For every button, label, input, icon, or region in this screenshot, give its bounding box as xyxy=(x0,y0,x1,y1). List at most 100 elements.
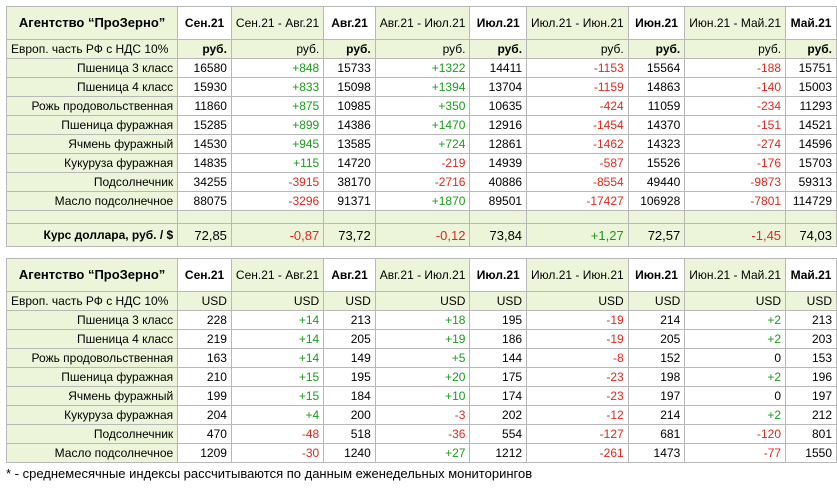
price-cell: 175 xyxy=(469,367,528,387)
commodity-label: Пшеница 3 класс xyxy=(5,58,179,78)
unit-cell: руб. xyxy=(323,39,376,59)
price-cell: 204 xyxy=(177,405,232,425)
price-cell: 59313 xyxy=(785,172,837,192)
change-cell: +2 xyxy=(684,367,787,387)
price-cell: 470 xyxy=(177,424,232,444)
diff-header: Июн.21 - Май.21 xyxy=(684,6,787,40)
price-cell: 11860 xyxy=(177,96,232,116)
month-header: Июл.21 xyxy=(469,258,528,292)
price-cell: 114729 xyxy=(785,191,837,211)
change-cell: -587 xyxy=(526,153,629,173)
change-cell: -234 xyxy=(684,96,787,116)
commodity-label: Пшеница 3 класс xyxy=(5,310,179,330)
change-cell: +1870 xyxy=(374,191,471,211)
price-cell: 1240 xyxy=(323,443,376,463)
price-cell: 681 xyxy=(627,424,686,444)
change-cell: +4 xyxy=(230,405,325,425)
table-row: Пшеница 4 класс 15930 +833 15098 +1394 13704-… xyxy=(5,77,837,97)
change-cell: -1153 xyxy=(526,58,629,78)
unit-cell: руб. xyxy=(469,39,528,59)
spacer-cell xyxy=(323,210,376,224)
month-header: Июн.21 xyxy=(627,258,686,292)
price-cell: 195 xyxy=(469,310,528,330)
diff-header: Сен.21 - Авг.21 xyxy=(230,258,325,292)
price-cell: 195 xyxy=(323,367,376,387)
price-cell: 106928 xyxy=(627,191,686,211)
commodity-label: Пшеница 4 класс xyxy=(5,329,179,349)
price-cell: 15751 xyxy=(785,58,837,78)
price-cell: 38170 xyxy=(323,172,376,192)
change-cell: -151 xyxy=(684,115,787,135)
change-cell: -1159 xyxy=(526,77,629,97)
rub-price-table: Агентство “ПроЗерно” Сен.21 Сен.21 - Авг.2… xyxy=(5,6,837,247)
price-cell: 174 xyxy=(469,386,528,406)
month-header: Авг.21 xyxy=(323,258,376,292)
change-cell: -77 xyxy=(684,443,787,463)
price-cell: 199 xyxy=(177,386,232,406)
usd-price-table: Агентство “ПроЗерно” Сен.21 Сен.21 - Авг.2… xyxy=(5,258,837,463)
change-cell: -1462 xyxy=(526,134,629,154)
price-cell: 1209 xyxy=(177,443,232,463)
price-cell: 210 xyxy=(177,367,232,387)
rate-change-cell: -0,87 xyxy=(230,223,325,247)
price-cell: 11059 xyxy=(627,96,686,116)
table-row: Подсолнечник 470 -48 518 -36 554 -127 681 -120 80… xyxy=(5,424,837,444)
price-cell: 15564 xyxy=(627,58,686,78)
region-label: Европ. часть РФ с НДС 10% xyxy=(5,39,179,59)
change-cell: -127 xyxy=(526,424,629,444)
change-cell: +724 xyxy=(374,134,471,154)
unit-cell: руб. xyxy=(177,39,232,59)
change-cell: +350 xyxy=(374,96,471,116)
price-cell: 205 xyxy=(627,329,686,349)
price-cell: 14530 xyxy=(177,134,232,154)
change-cell: -7801 xyxy=(684,191,787,211)
month-header: Май.21 xyxy=(785,6,837,40)
units-row: Европ. часть РФ с НДС 10% USD USD USD USD USD… xyxy=(5,291,837,311)
table-row: Пшеница 3 класс 228 +14 213 +18 195 -19 214 +2 21… xyxy=(5,310,837,330)
price-cell: 14596 xyxy=(785,134,837,154)
spacer-cell xyxy=(177,210,232,224)
unit-cell: USD xyxy=(684,291,787,311)
change-cell: +2 xyxy=(684,329,787,349)
price-cell: 14835 xyxy=(177,153,232,173)
diff-header: Июл.21 - Июн.21 xyxy=(526,258,629,292)
table-row: Масло подсолнечное 1209 -30 1240 +27 1212 -261… xyxy=(5,443,837,463)
change-cell: +1470 xyxy=(374,115,471,135)
table-row: Ячмень фуражный 14530 +945 13585 +724 12861 -1… xyxy=(5,134,837,154)
price-cell: 49440 xyxy=(627,172,686,192)
unit-cell: USD xyxy=(374,291,471,311)
change-cell: +19 xyxy=(374,329,471,349)
price-cell: 15003 xyxy=(785,77,837,97)
price-cell: 518 xyxy=(323,424,376,444)
price-cell: 144 xyxy=(469,348,528,368)
price-cell: 149 xyxy=(323,348,376,368)
unit-cell: USD xyxy=(526,291,629,311)
commodity-label: Ячмень фуражный xyxy=(5,386,179,406)
change-cell: 0 xyxy=(684,348,787,368)
change-cell: +848 xyxy=(230,58,325,78)
table-row: Ячмень фуражный 199 +15 184 +10 174 -23 197 0 197 xyxy=(5,386,837,406)
unit-cell: руб. xyxy=(785,39,837,59)
price-cell: 15930 xyxy=(177,77,232,97)
change-cell: +1322 xyxy=(374,58,471,78)
spacer-cell xyxy=(374,210,471,224)
rate-value-cell: 73,84 xyxy=(469,223,528,247)
price-cell: 15285 xyxy=(177,115,232,135)
price-cell: 34255 xyxy=(177,172,232,192)
commodity-label: Подсолнечник xyxy=(5,424,179,444)
unit-cell: USD xyxy=(469,291,528,311)
change-cell: +875 xyxy=(230,96,325,116)
commodity-label: Ячмень фуражный xyxy=(5,134,179,154)
units-row: Европ. часть РФ с НДС 10% руб. руб. руб. руб… xyxy=(5,39,837,59)
price-cell: 15526 xyxy=(627,153,686,173)
price-cell: 12916 xyxy=(469,115,528,135)
change-cell: 0 xyxy=(684,386,787,406)
price-cell: 14939 xyxy=(469,153,528,173)
month-header: Авг.21 xyxy=(323,6,376,40)
price-cell: 10985 xyxy=(323,96,376,116)
commodity-label: Пшеница фуражная xyxy=(5,115,179,135)
price-cell: 202 xyxy=(469,405,528,425)
unit-cell: USD xyxy=(230,291,325,311)
header-row: Агентство “ПроЗерно” Сен.21 Сен.21 - Авг.2… xyxy=(5,6,837,40)
change-cell: -140 xyxy=(684,77,787,97)
